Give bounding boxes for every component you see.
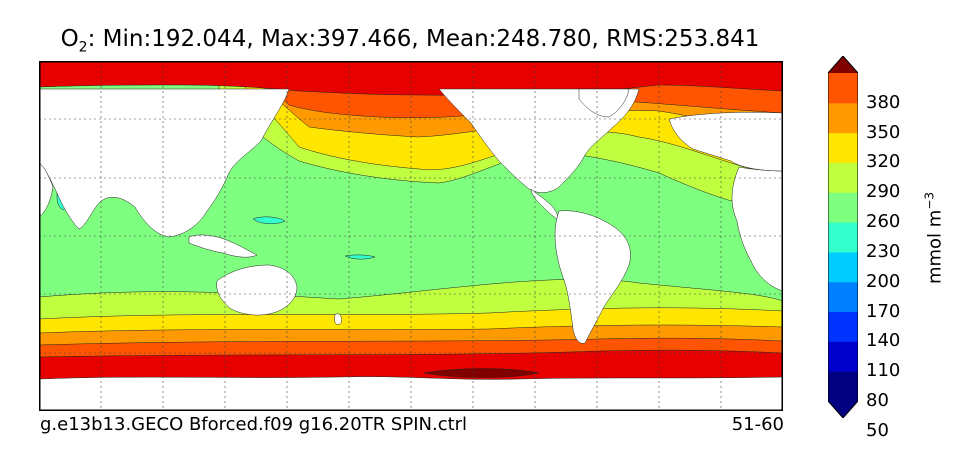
colorbar-segment bbox=[828, 102, 858, 134]
land-africa bbox=[39, 162, 54, 218]
map-title: O2: Min:192.044, Max:397.466, Mean:248.7… bbox=[60, 26, 760, 56]
colorbar-tick-label: 320 bbox=[866, 151, 901, 173]
ocean-o2-map bbox=[39, 61, 783, 411]
land-south-america bbox=[554, 210, 631, 344]
land-asia bbox=[39, 88, 290, 238]
colorbar-segment bbox=[828, 281, 858, 313]
year-range: 51-60 bbox=[731, 414, 784, 435]
colorbar-segments bbox=[828, 56, 858, 418]
colorbar-tick-label: 110 bbox=[866, 360, 901, 382]
colorbar-tick-label: 140 bbox=[866, 330, 901, 352]
land-australia bbox=[216, 264, 298, 316]
patch-170-pacific bbox=[252, 216, 286, 224]
colorbar bbox=[828, 56, 858, 418]
colorbar-segment bbox=[828, 311, 858, 342]
colorbar-tick-label: 50 bbox=[866, 419, 889, 441]
colorbar-segment bbox=[828, 132, 858, 163]
graticule bbox=[39, 61, 783, 411]
colorbar-segment bbox=[828, 371, 858, 402]
colorbar-segment bbox=[828, 222, 858, 253]
colorbar-units: mmol m−3 bbox=[922, 191, 946, 285]
colorbar-segment bbox=[828, 251, 858, 283]
patch-170-south-pacific bbox=[344, 254, 376, 260]
colorbar-tick-label: 170 bbox=[866, 300, 901, 322]
land-greenland bbox=[578, 88, 630, 118]
colorbar-extend-max bbox=[828, 56, 858, 73]
colorbar-tick-label: 230 bbox=[866, 240, 901, 262]
map-frame bbox=[39, 61, 783, 411]
colorbar-tick-label: 260 bbox=[866, 211, 901, 233]
colorbar-tick-label: 200 bbox=[866, 270, 901, 292]
colorbar-segment bbox=[828, 192, 858, 223]
colorbar-tick-label: 290 bbox=[866, 181, 901, 203]
case-name: g.e13b13.GECO Bforced.f09 g16.20TR SPIN.… bbox=[40, 414, 468, 435]
colorbar-tick-label: 80 bbox=[866, 390, 889, 411]
colorbar-segment bbox=[828, 162, 858, 193]
land-indonesia bbox=[188, 234, 258, 258]
colorbar-tick-label: 380 bbox=[866, 91, 901, 113]
land-north-america bbox=[438, 88, 640, 193]
patch-380-southern-1 bbox=[423, 368, 540, 378]
colorbar-extend-min bbox=[828, 401, 858, 418]
land-europe bbox=[668, 112, 783, 172]
colorbar-tick-label: 350 bbox=[866, 121, 901, 143]
colorbar-segment bbox=[828, 73, 858, 104]
land-new-zealand bbox=[334, 313, 342, 325]
colorbar-segment bbox=[828, 341, 858, 372]
